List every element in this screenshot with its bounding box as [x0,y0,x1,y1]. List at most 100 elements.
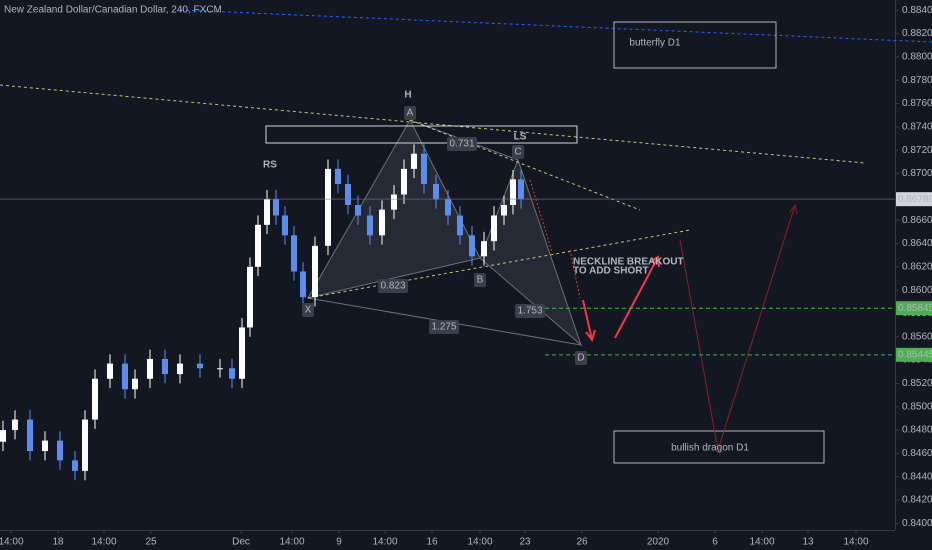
candle-body [282,215,288,236]
arrow [582,299,593,341]
x-tick-label: 14:00 [279,537,304,548]
candle-body [132,378,138,390]
x-tick-label: 13 [802,537,814,548]
candle-body [518,179,524,200]
candle-body [411,153,417,169]
candle-body [12,419,18,431]
candle-body [401,168,407,195]
projection [679,204,796,451]
candle-body [247,266,253,328]
candle-body [491,215,497,242]
annotation-box [378,279,408,293]
annotation-box [447,137,477,151]
annotation: TO ADD SHORT [573,266,649,277]
x-tick-label: 14:00 [467,537,492,548]
annotation-box [515,304,545,318]
annotation: B [477,275,484,286]
candle-body [345,184,351,206]
zone-box [265,125,578,144]
x-tick-label: 14:00 [372,537,397,548]
annotation-box [404,106,416,120]
chart-title: New Zealand Dollar/Canadian Dollar, 240,… [4,5,222,16]
candle-body [325,168,331,246]
trend-line [409,119,641,211]
price-label-box [896,192,932,207]
candle-body [255,224,261,267]
x-tick-label: Dec [232,537,250,548]
candle-body [122,363,128,390]
annotation: butterfly D1 [629,38,681,49]
annotation: RS [263,160,277,171]
candle-body [229,368,235,379]
candle-body [291,235,297,272]
annotation: NECKLINE BREAKOUT [573,257,684,268]
arrow-head [585,329,596,343]
candle-body [177,363,183,375]
price-label: 0.86780 [898,194,932,205]
candle-body [312,245,318,298]
candle-body [162,358,168,375]
candle-body [457,215,463,236]
x-tick-label: 14:00 [0,537,24,548]
arrow-head [789,203,798,215]
annotation: H [404,90,411,101]
candle-body [367,215,373,236]
x-tick-label: 14:00 [843,537,868,548]
candle-body [501,205,507,216]
candle-body [481,241,487,257]
x-tick-label: 2020 [647,537,670,548]
candle-body [72,460,78,471]
candle-body [0,430,6,442]
x-tick-label: 25 [145,537,157,548]
candle-body [264,199,270,225]
candle-body [379,209,385,236]
annotation: LS [514,132,527,143]
annotation: 1.753 [517,306,542,317]
x-tick-label: 16 [426,537,438,548]
candle-body [391,194,397,210]
neckline [307,229,691,299]
zone-box [613,21,777,69]
candle-body [217,368,223,370]
annotation-box [474,273,486,287]
candle-body [57,440,63,461]
candle-body [510,179,516,206]
zone-box [613,430,825,464]
candle-body [92,378,98,420]
annotation: X [305,305,312,316]
candle-body [421,153,427,185]
annotation-box [302,303,314,317]
arrow [614,256,659,339]
candle-body [239,327,245,379]
annotation-box [512,145,524,159]
candle-body [433,184,439,200]
arrow [569,249,581,299]
price-label-box [896,347,932,362]
annotation-box [429,320,459,334]
price-label-box [896,301,932,316]
candle-body [147,358,153,379]
x-tick-label: 23 [519,537,531,548]
x-tick-label: 6 [712,537,718,548]
candle-body [300,271,306,298]
candle-body [335,168,341,185]
candle-body [82,419,88,471]
x-tick-label: 14:00 [749,537,774,548]
annotation-box [575,351,587,365]
